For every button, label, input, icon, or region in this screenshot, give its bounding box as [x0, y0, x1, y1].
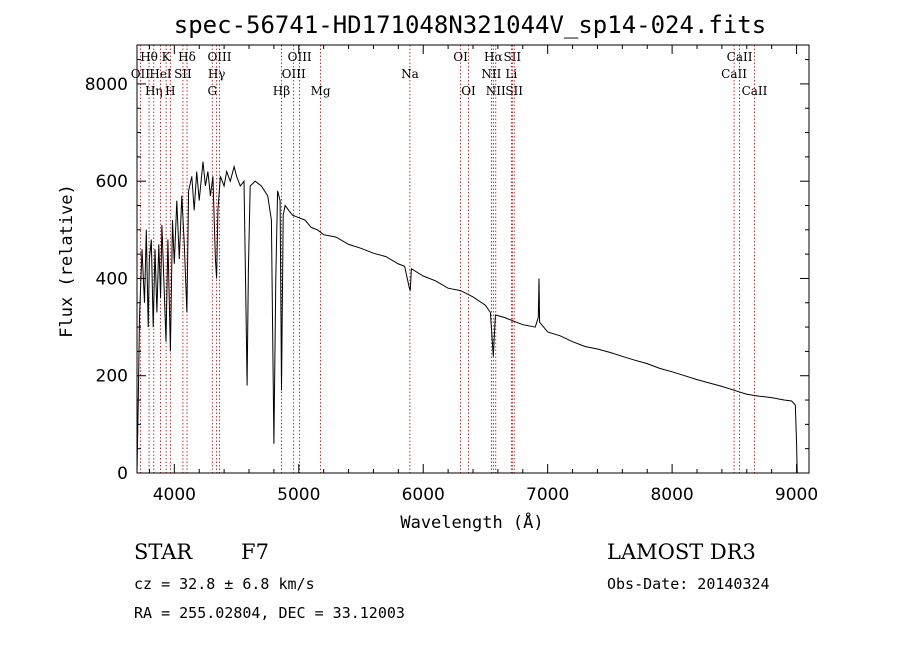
x-tick-label: 6000: [402, 485, 445, 505]
y-tick-label: 400: [96, 269, 128, 289]
x-tick-label: 5000: [277, 485, 320, 505]
spectral-line-label: Hη: [145, 84, 163, 98]
spectral-line-label: NII: [481, 67, 501, 81]
y-tick-label: 600: [96, 172, 128, 192]
spectral-line-label: CaII: [721, 67, 747, 81]
plot-area: Hθ OII Hη HeI K H SII Hδ G Hγ OIII Hβ OIII OIII Mg Na OI…: [85, 44, 818, 505]
y-tick-label: 0: [117, 464, 128, 484]
survey-name: LAMOST DR3: [607, 540, 756, 564]
coordinates: RA = 255.02804, DEC = 33.12003: [134, 604, 405, 622]
spectral-line-label: Li: [505, 67, 517, 81]
spectral-line-label: OIII: [282, 67, 306, 81]
spectral-line-label: OI: [461, 84, 476, 98]
spectral-line-label: Hθ: [140, 50, 158, 64]
spectral-line-label: H: [165, 84, 175, 98]
spectral-line-label: SII: [174, 67, 192, 81]
flux-series-line: [136, 161, 798, 474]
x-tick-label: 9000: [775, 485, 818, 505]
spectral-line-label: SII: [503, 50, 521, 64]
y-tick-label: 200: [96, 367, 128, 387]
redshift-text: cz = 32.8 ± 6.8 km/s: [134, 575, 315, 593]
spectral-line-label: Hβ: [273, 84, 290, 98]
spectral-line-label: K: [162, 50, 172, 64]
spectral-line-label: OI: [453, 50, 468, 64]
x-axis-label: Wavelength (Å): [400, 511, 543, 533]
spectral-line-label: Na: [401, 67, 419, 81]
y-tick-label: 8000: [85, 75, 128, 95]
spectral-line-label: SII: [505, 84, 523, 98]
subclass: F7: [241, 540, 269, 564]
spectral-line-label: G: [207, 84, 217, 98]
spectral-line-label: Hδ: [178, 50, 196, 64]
spectral-line-label: OIII: [207, 50, 231, 64]
spectral-line-label: OIII: [288, 50, 312, 64]
spectral-line-label: CaII: [727, 50, 753, 64]
chart-title: spec-56741-HD171048N321044V_sp14-024.fit…: [174, 11, 766, 39]
object-class: STAR: [134, 540, 193, 564]
spectral-line-label: HeI: [149, 67, 172, 81]
obs-date: Obs-Date: 20140324: [607, 575, 770, 593]
spectral-line-label: OII: [131, 67, 151, 81]
plot-frame: [136, 44, 810, 474]
spectral-line-label: Hγ: [208, 67, 226, 81]
spectral-line-label: NII: [486, 84, 506, 98]
x-tick-label: 4000: [153, 485, 196, 505]
x-tick-label: 8000: [650, 485, 693, 505]
spectral-line-label: CaII: [742, 84, 768, 98]
spectral-line-label: Mg: [311, 84, 331, 98]
y-axis-label: Flux (relative): [57, 184, 77, 338]
spectral-line-label: Hα: [484, 50, 503, 64]
x-tick-label: 7000: [526, 485, 569, 505]
